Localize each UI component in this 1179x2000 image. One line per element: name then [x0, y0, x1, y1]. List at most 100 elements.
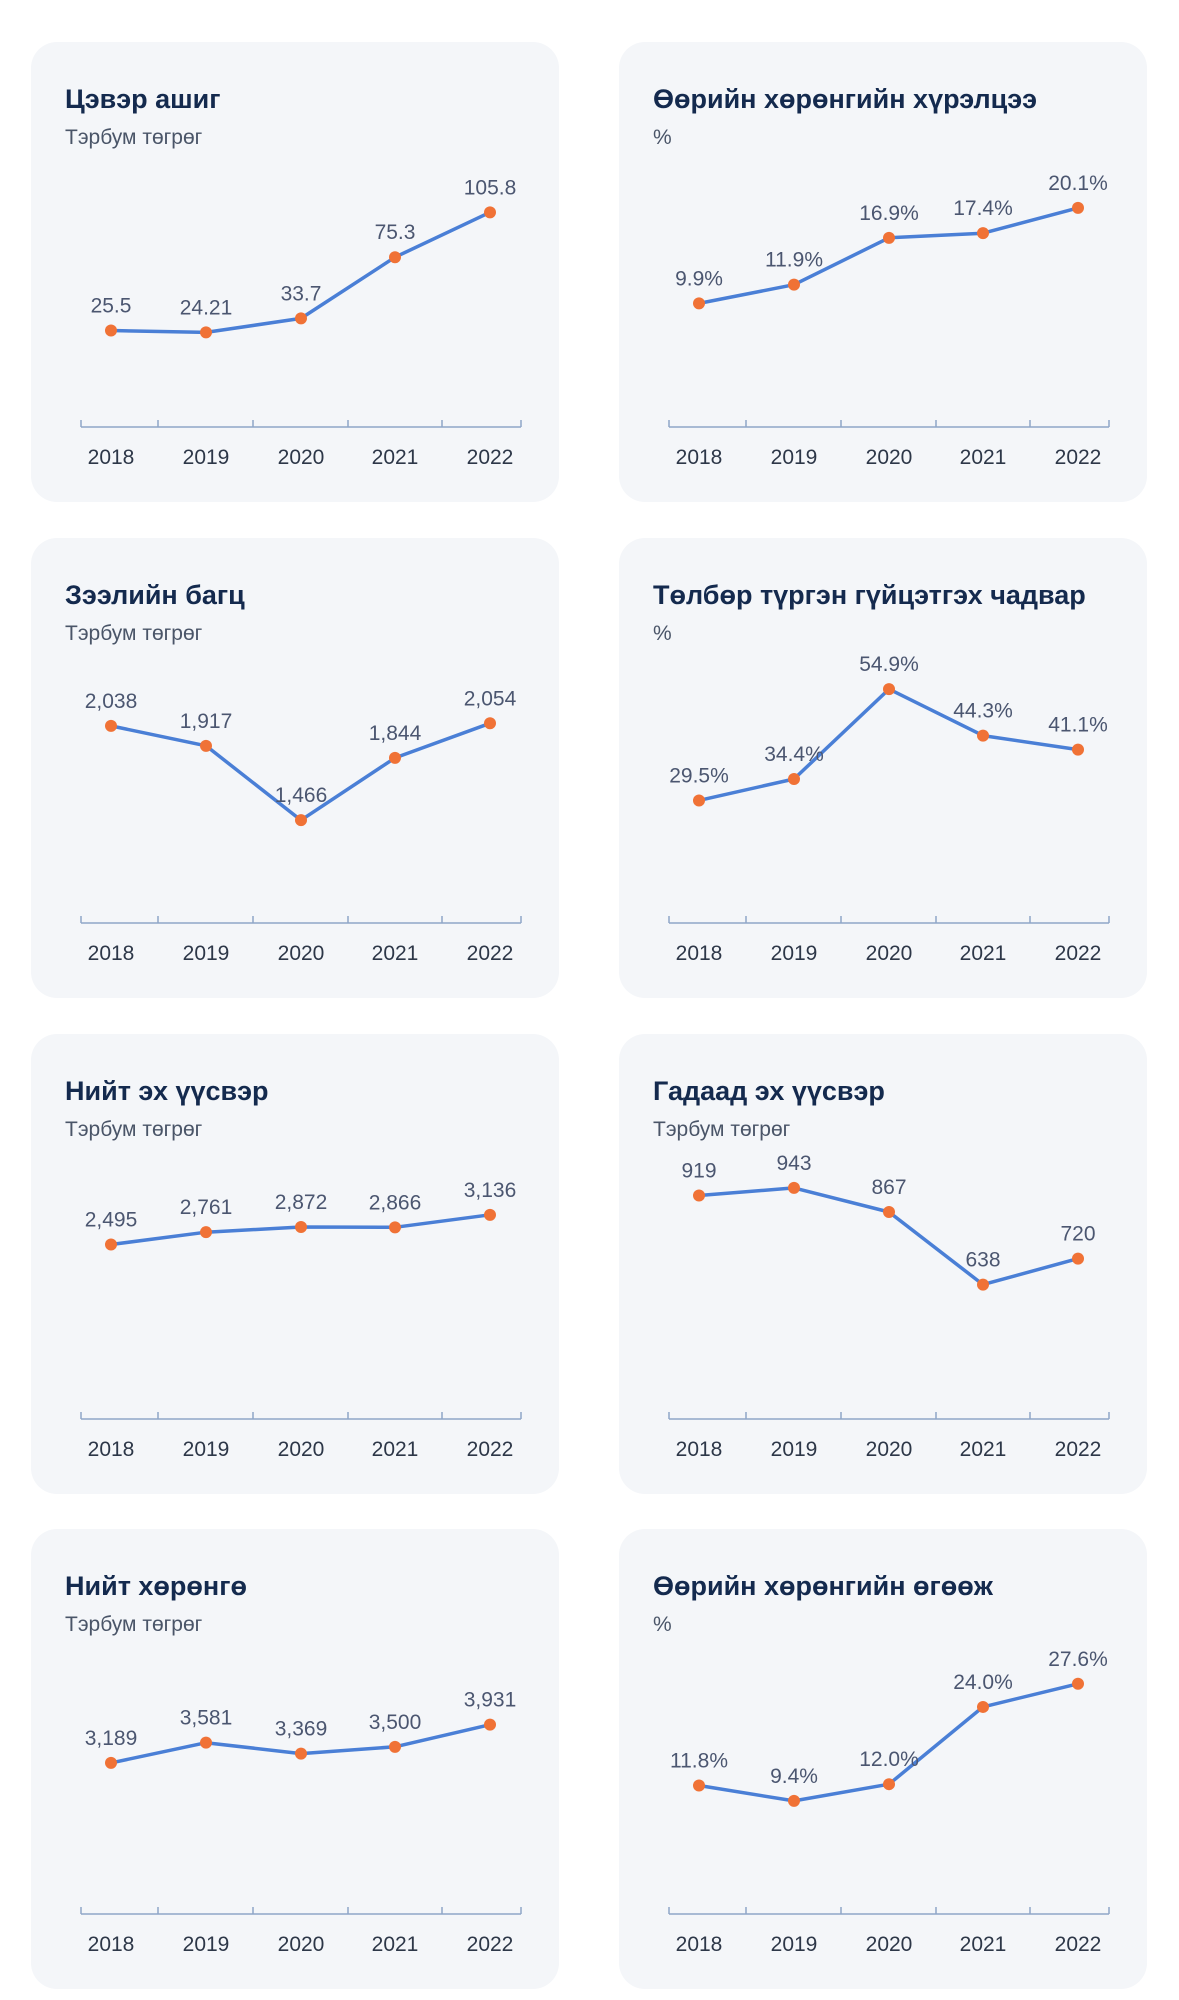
x-tick-label: 2020: [866, 1933, 913, 1956]
x-tick-label: 2019: [183, 1933, 230, 1956]
data-point: [883, 1205, 895, 1218]
chart-unit: Тэрбум төгрөг: [65, 622, 203, 645]
x-tick-label: 2020: [278, 942, 325, 965]
data-point: [200, 1226, 212, 1239]
data-label: 638: [965, 1249, 1000, 1272]
data-label: 3,931: [464, 1689, 517, 1712]
x-tick-label: 2019: [183, 942, 230, 965]
x-tick-label: 2019: [771, 942, 818, 965]
data-label: 34.4%: [764, 743, 824, 766]
data-point: [883, 231, 895, 244]
data-label: 3,369: [275, 1718, 328, 1741]
data-point: [484, 1718, 496, 1731]
x-tick-label: 2019: [183, 446, 230, 469]
data-point: [484, 1208, 496, 1221]
x-tick-label: 2022: [1055, 446, 1102, 469]
data-point: [883, 1778, 895, 1791]
data-point: [1072, 201, 1084, 214]
data-point: [200, 1736, 212, 1749]
x-tick-label: 2022: [1055, 1933, 1102, 1956]
data-label: 9.9%: [675, 267, 723, 290]
x-tick-label: 2022: [1055, 942, 1102, 965]
chart-card: Гадаад эх үүсвэр Тэрбум төгрөг 2018 2019 202…: [619, 1034, 1147, 1494]
x-tick-label: 2021: [372, 1933, 419, 1956]
chart-card: Зээлийн багц Тэрбум төгрөг 2018 2019 2020 202…: [31, 538, 559, 998]
chart-unit: Тэрбум төгрөг: [65, 1613, 203, 1636]
x-tick-label: 2022: [467, 446, 514, 469]
chart-card: Нийт хөрөнгө Тэрбум төгрөг 2018 2019 2020 202…: [31, 1529, 559, 1989]
data-label: 3,189: [85, 1727, 138, 1750]
x-tick-label: 2022: [1055, 1438, 1102, 1461]
chart-unit: %: [653, 126, 672, 149]
chart-card: Цэвэр ашиг Тэрбум төгрөг 2018 2019 2020 2021 2…: [31, 42, 559, 502]
series-line: [697, 687, 1080, 803]
data-point: [1072, 743, 1084, 756]
data-point: [295, 312, 307, 325]
data-label: 2,495: [85, 1209, 138, 1232]
data-label: 3,500: [369, 1711, 422, 1734]
x-tick-label: 2019: [771, 1438, 818, 1461]
data-label: 41.1%: [1048, 714, 1108, 737]
data-label: 919: [681, 1160, 716, 1183]
data-label: 29.5%: [669, 764, 729, 787]
data-label: 2,761: [180, 1196, 233, 1219]
x-tick-label: 2022: [467, 1438, 514, 1461]
x-tick-label: 2021: [960, 942, 1007, 965]
data-label: 1,844: [369, 722, 422, 745]
x-tick-label: 2021: [960, 1933, 1007, 1956]
data-point: [389, 1221, 401, 1234]
line-chart: 2018 2019 2020 2021 2022 9.9% 11.9% 16.9% 17.4% 2…: [668, 172, 1110, 469]
data-point: [389, 251, 401, 264]
x-tick-label: 2020: [278, 446, 325, 469]
data-label: 75.3: [375, 221, 416, 244]
line-chart: 2018 2019 2020 2021 2022 3,189 3,581 3,369 3,500…: [80, 1689, 522, 1956]
data-label: 867: [871, 1176, 906, 1199]
data-label: 33.7: [281, 282, 322, 305]
data-point: [693, 297, 705, 310]
data-label: 20.1%: [1048, 172, 1108, 195]
chart-card: Өөрийн хөрөнгийн хүрэлцээ% 2018 2019 2020 20…: [619, 42, 1147, 502]
line-chart: 2018 2019 2020 2021 2022 919 943 867 638 720: [668, 1152, 1110, 1461]
data-label: 2,054: [464, 687, 517, 710]
x-tick-label: 2018: [676, 1933, 723, 1956]
data-point: [883, 683, 895, 696]
data-point: [105, 719, 117, 732]
data-label: 27.6%: [1048, 1648, 1108, 1671]
data-point: [484, 206, 496, 219]
x-tick-label: 2021: [372, 942, 419, 965]
data-point: [977, 729, 989, 742]
data-point: [295, 1747, 307, 1760]
data-point: [389, 751, 401, 764]
data-label: 25.5: [91, 294, 132, 317]
data-label: 3,581: [180, 1707, 233, 1730]
chart-title: Өөрийн хөрөнгийн хүрэлцээ: [653, 84, 1038, 114]
line-chart: 2018 2019 2020 2021 2022 2,495 2,761 2,872 2,866…: [80, 1179, 522, 1461]
data-point: [977, 1700, 989, 1713]
data-label: 1,917: [180, 710, 233, 733]
data-label: 3,136: [464, 1179, 517, 1202]
x-tick-label: 2018: [88, 446, 135, 469]
data-label: 12.0%: [859, 1748, 919, 1771]
data-label: 9.4%: [770, 1765, 818, 1788]
chart-unit: Тэрбум төгрөг: [65, 1118, 203, 1141]
x-tick-label: 2018: [676, 446, 723, 469]
series-line: [697, 1186, 1080, 1287]
x-tick-label: 2020: [866, 1438, 913, 1461]
data-point: [1072, 1252, 1084, 1265]
line-chart: 2018 2019 2020 2021 2022 11.8% 9.4% 12.0% 24.0% 2…: [668, 1648, 1110, 1956]
data-point: [389, 1740, 401, 1753]
x-tick-label: 2019: [183, 1438, 230, 1461]
chart-title: Цэвэр ашиг: [65, 84, 221, 114]
x-tick-label: 2020: [866, 446, 913, 469]
data-label: 105.8: [464, 176, 517, 199]
data-label: 720: [1060, 1223, 1095, 1246]
data-label: 11.9%: [765, 249, 823, 272]
data-point: [693, 1779, 705, 1792]
data-label: 16.9%: [859, 202, 919, 225]
chart-card: Өөрийн хөрөнгийн өгөөж% 2018 2019 2020 2021 2…: [619, 1529, 1147, 1989]
chart-unit: %: [653, 1613, 672, 1636]
x-tick-label: 2018: [88, 942, 135, 965]
data-point: [693, 794, 705, 807]
data-label: 2,872: [275, 1191, 328, 1214]
